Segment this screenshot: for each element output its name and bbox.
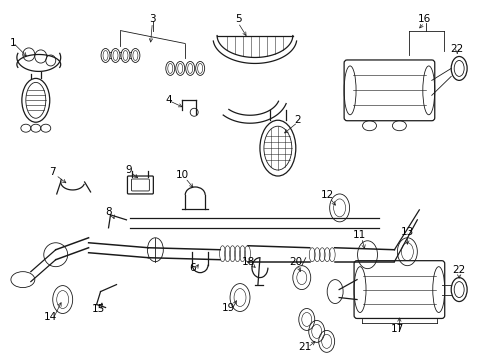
Text: 16: 16 (417, 14, 430, 24)
Text: 14: 14 (44, 312, 57, 323)
Text: 22: 22 (451, 265, 465, 275)
Text: 7: 7 (49, 167, 56, 177)
Text: 21: 21 (298, 342, 311, 352)
Text: 20: 20 (288, 257, 302, 267)
Text: 2: 2 (294, 115, 301, 125)
Text: 3: 3 (149, 14, 155, 24)
Text: 6: 6 (188, 263, 195, 273)
Text: 11: 11 (352, 230, 366, 240)
Text: 8: 8 (105, 207, 112, 217)
Text: 17: 17 (390, 324, 403, 334)
Text: 5: 5 (234, 14, 241, 24)
Text: 13: 13 (400, 227, 413, 237)
Text: 15: 15 (92, 305, 105, 315)
Text: 22: 22 (449, 44, 463, 54)
Text: 12: 12 (321, 190, 334, 200)
Text: 9: 9 (125, 165, 131, 175)
Text: 1: 1 (10, 37, 16, 48)
Text: 18: 18 (241, 257, 254, 267)
Text: 19: 19 (221, 302, 234, 312)
Text: 4: 4 (164, 95, 171, 105)
Text: 10: 10 (175, 170, 188, 180)
